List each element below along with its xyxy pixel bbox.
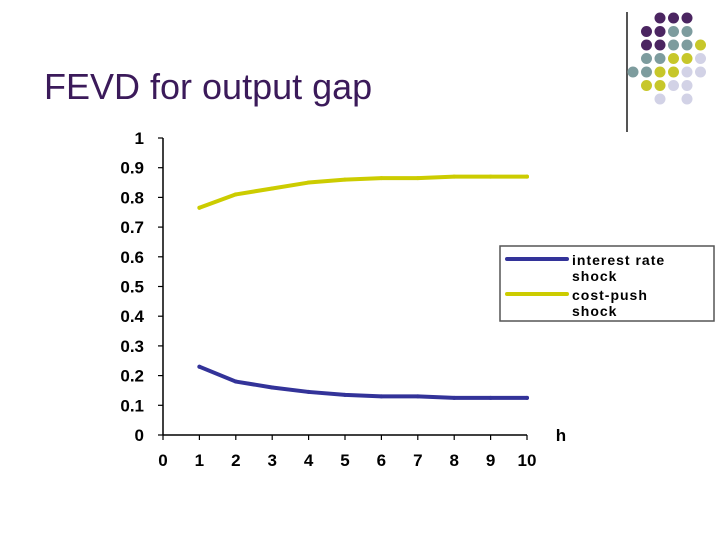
decorative-dot xyxy=(695,53,706,64)
chart-series-layer xyxy=(197,174,529,400)
series-0-point xyxy=(488,395,493,400)
decorative-dot-grid xyxy=(627,12,706,105)
series-0-point xyxy=(415,394,420,399)
x-tick-label: 7 xyxy=(413,451,422,470)
decorative-dot xyxy=(641,26,652,37)
series-1-point xyxy=(233,192,238,197)
x-tick-label: 8 xyxy=(449,451,458,470)
x-tick-label: 0 xyxy=(158,451,167,470)
decorative-divider-line xyxy=(626,12,628,132)
y-tick-label: 0.5 xyxy=(120,278,144,297)
decorative-dot xyxy=(641,80,652,91)
x-tick-label: 10 xyxy=(518,451,537,470)
decorative-dot xyxy=(654,66,666,78)
decorative-dot xyxy=(681,12,693,24)
chart-axes: 00.10.20.30.40.50.60.70.80.910 1 2 3 4 5 6 7 8 9 1… xyxy=(120,129,566,470)
series-1-point xyxy=(379,176,384,181)
decorative-dot xyxy=(668,66,679,78)
decorative-dot xyxy=(668,80,679,91)
legend-label: shock xyxy=(572,303,617,319)
y-tick-label: 1 xyxy=(135,129,144,148)
y-tick-label: 0.1 xyxy=(120,396,144,415)
x-tick-label: 6 xyxy=(377,451,386,470)
series-1-point xyxy=(197,205,202,210)
series-0-point xyxy=(343,392,347,397)
decorative-dot xyxy=(654,12,666,24)
decorative-dot xyxy=(668,53,679,64)
x-tick-label: 5 xyxy=(340,451,349,470)
series-0-point xyxy=(306,389,311,394)
decorative-dot xyxy=(654,93,666,105)
decorative-dot xyxy=(654,80,666,91)
series-0-point xyxy=(452,395,457,400)
decorative-dot xyxy=(668,12,679,24)
legend-label: cost-push xyxy=(572,287,648,303)
decorative-dot xyxy=(681,53,693,64)
series-0-point xyxy=(233,379,238,384)
y-tick-label: 0.3 xyxy=(120,337,144,356)
decorative-dot xyxy=(681,93,693,105)
series-1-point xyxy=(343,177,347,182)
y-tick-label: 0.8 xyxy=(120,188,144,207)
y-tick-label: 0.9 xyxy=(120,159,144,178)
y-tick-label: 0.7 xyxy=(120,218,144,237)
y-tick-label: 0.4 xyxy=(120,307,144,326)
x-tick-label: 3 xyxy=(267,451,276,470)
x-tick-label: 9 xyxy=(486,451,495,470)
series-1-point xyxy=(306,180,311,185)
x-tick-label: 1 xyxy=(195,451,204,470)
legend-label: interest rate xyxy=(572,252,665,268)
series-0-point xyxy=(197,364,202,369)
decorative-dot xyxy=(681,39,693,51)
decorative-dot xyxy=(654,26,666,37)
x-tick-label: 4 xyxy=(304,451,314,470)
legend-label: shock xyxy=(572,268,617,284)
y-tick-label: 0.6 xyxy=(120,248,144,267)
decorative-dot xyxy=(668,39,679,51)
series-1-point xyxy=(415,176,420,181)
decorative-dot xyxy=(681,66,693,78)
series-0-point xyxy=(525,395,529,400)
x-axis-label: h xyxy=(556,426,566,445)
decorative-dot xyxy=(695,66,706,78)
decorative-dot xyxy=(681,80,693,91)
decorative-dot xyxy=(627,66,639,78)
series-0-point xyxy=(270,385,275,390)
y-tick-label: 0.2 xyxy=(120,367,144,386)
slide-title: FEVD for output gap xyxy=(44,66,373,107)
decorative-dot xyxy=(668,26,679,37)
series-1-point xyxy=(452,174,457,179)
decorative-dot xyxy=(641,66,652,78)
series-line-0 xyxy=(197,364,529,400)
decorative-dot xyxy=(695,39,706,51)
decorative-dot xyxy=(641,53,652,64)
series-1-point xyxy=(270,186,275,191)
x-tick-label: 2 xyxy=(231,451,240,470)
decorative-dot xyxy=(681,26,693,37)
decorative-dot xyxy=(654,39,666,51)
decorative-dot xyxy=(641,39,652,51)
series-0-point xyxy=(379,394,384,399)
series-line-1 xyxy=(197,174,529,210)
series-1-point xyxy=(525,174,529,179)
decorative-dot xyxy=(654,53,666,64)
series-1-point xyxy=(488,174,493,179)
y-tick-label: 0 xyxy=(135,426,144,445)
